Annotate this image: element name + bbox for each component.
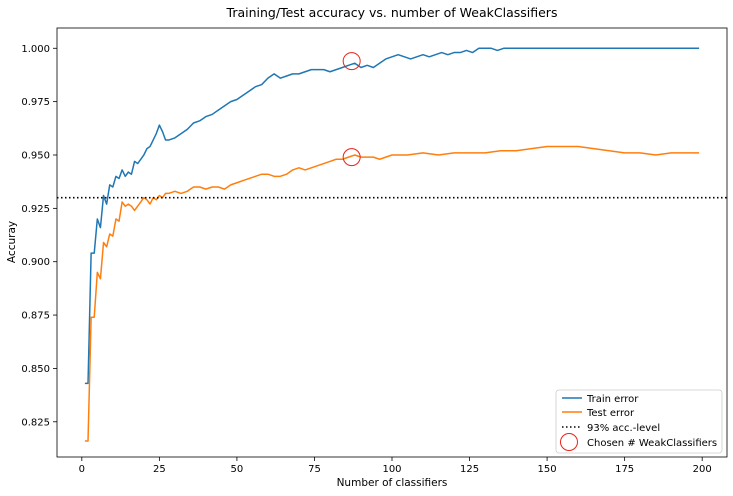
x-tick-label: 175: [615, 464, 634, 475]
series-layer: [84, 47, 700, 442]
legend-ref-label: 93% acc.-level: [587, 423, 660, 434]
x-tick-label: 25: [153, 464, 166, 475]
legend-box: [555, 389, 723, 454]
legend-test-label: Test error: [586, 408, 635, 419]
y-tick-label: 0.875: [21, 311, 50, 322]
y-axis-label: Accuray: [6, 221, 18, 263]
y-tick-label: 0.925: [21, 204, 50, 215]
plot-area: [57, 47, 727, 442]
marker-layer: [342, 52, 361, 167]
x-tick-label: 200: [693, 464, 712, 475]
y-tick-label: 0.900: [21, 257, 50, 268]
series-line-train: [84, 47, 700, 385]
x-tick-label: 100: [382, 464, 401, 475]
y-axis: 0.825 0.850 0.875 0.900 0.925 0.950 0.975 1.000: [21, 44, 57, 428]
legend-marker-label: Chosen # WeakClassifiers: [587, 438, 717, 449]
x-axis: 0 25 50 75 100 125 150 175 200: [79, 457, 712, 475]
chosen-marker-train: [342, 52, 361, 71]
legend-train-label: Train error: [586, 394, 639, 405]
x-tick-label: 50: [231, 464, 244, 475]
y-tick-label: 0.850: [21, 364, 50, 375]
x-tick-label: 75: [308, 464, 321, 475]
x-tick-label: 125: [460, 464, 479, 475]
x-axis-label: Number of classifiers: [337, 477, 448, 489]
y-tick-label: 0.825: [21, 417, 50, 428]
series-line-test: [84, 145, 700, 442]
y-tick-label: 0.950: [21, 150, 50, 161]
y-tick-label: 0.975: [21, 97, 50, 108]
chart-title: Training/Test accuracy vs. number of Wea…: [226, 5, 558, 20]
chosen-marker-test: [342, 148, 361, 167]
legend: Train error Test error 93% acc.-level Ch…: [555, 389, 723, 454]
y-tick-label: 1.000: [21, 44, 50, 55]
x-tick-label: 150: [538, 464, 557, 475]
x-tick-label: 0: [79, 464, 85, 475]
legend-marker-swatch: [560, 433, 578, 451]
